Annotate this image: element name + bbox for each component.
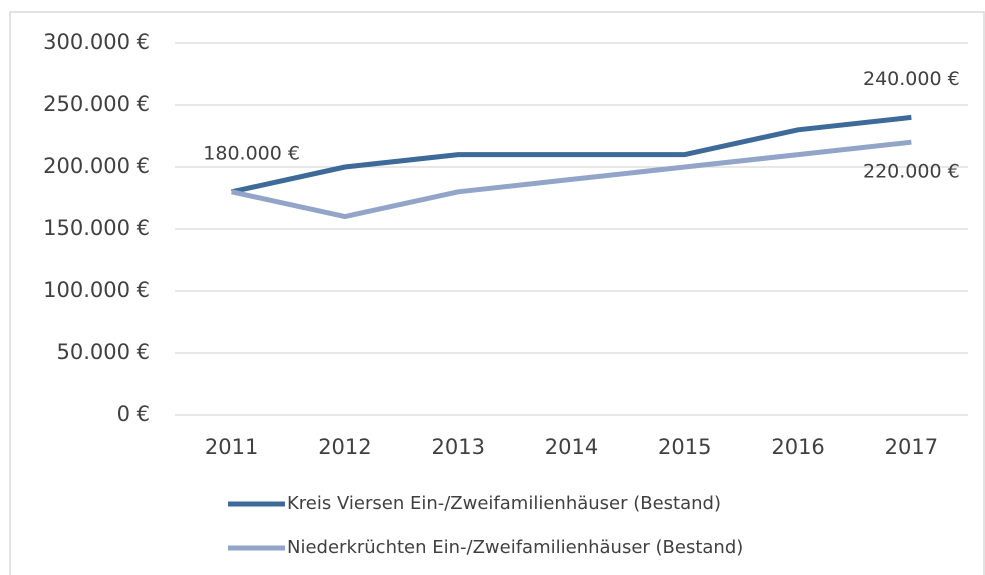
legend-label: Niederkrüchten Ein-/Zweifamilienhäuser (… bbox=[287, 537, 743, 558]
data-label: 180.000 € bbox=[203, 142, 300, 164]
x-tick-label: 2014 bbox=[545, 435, 598, 459]
y-tick-label: 150.000 € bbox=[43, 216, 150, 240]
x-tick-label: 2015 bbox=[658, 435, 711, 459]
legend-label: Kreis Viersen Ein-/Zweifamilienhäuser (B… bbox=[287, 493, 721, 514]
y-tick-label: 50.000 € bbox=[56, 340, 150, 364]
y-tick-label: 200.000 € bbox=[43, 154, 150, 178]
x-tick-label: 2013 bbox=[431, 435, 484, 459]
y-tick-label: 250.000 € bbox=[43, 92, 150, 116]
y-tick-label: 300.000 € bbox=[43, 30, 150, 54]
data-label: 220.000 € bbox=[863, 161, 960, 183]
x-tick-label: 2011 bbox=[205, 435, 258, 459]
x-tick-label: 2016 bbox=[771, 435, 824, 459]
y-tick-label: 100.000 € bbox=[43, 278, 150, 302]
x-tick-label: 2012 bbox=[318, 435, 371, 459]
data-label: 240.000 € bbox=[863, 68, 960, 90]
x-tick-label: 2017 bbox=[885, 435, 938, 459]
y-tick-label: 0 € bbox=[117, 402, 150, 426]
series-line bbox=[231, 139, 912, 220]
series-line bbox=[231, 114, 912, 195]
chart-border bbox=[9, 11, 985, 575]
